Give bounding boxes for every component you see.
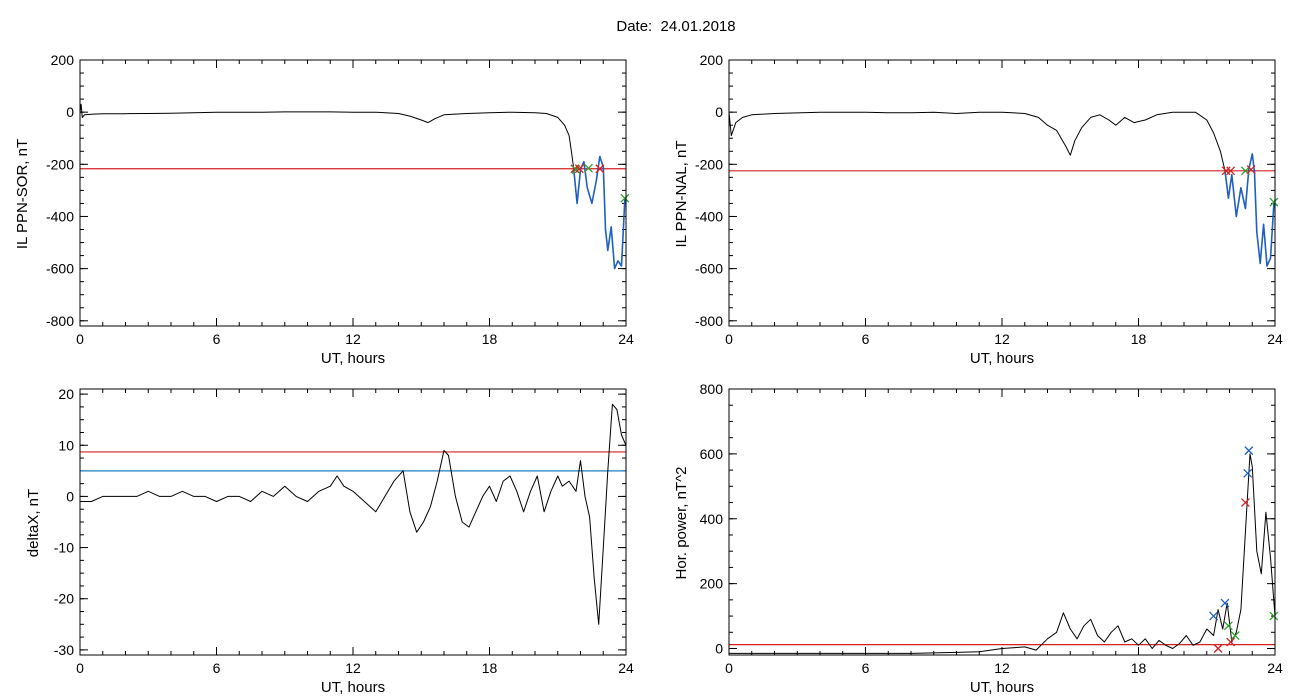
p3-ytick-label: -20: [54, 591, 74, 607]
p1-ytick-label: -400: [46, 208, 74, 224]
p4-plot-frame: [728, 388, 1276, 656]
p2-ytick-label: -600: [695, 261, 723, 277]
p4-xtick-label: 0: [725, 660, 733, 676]
p1-xlabel: UT, hours: [321, 350, 385, 367]
p2-ytick-label: -800: [695, 313, 723, 329]
p1-marker: [595, 164, 605, 174]
p2-series-line-1: [1224, 153, 1276, 267]
p2-marker: [1226, 166, 1236, 176]
p3-series-line-0: [80, 403, 627, 625]
p2-series-line-0: [728, 111, 1226, 171]
p3-ytick-label: -10: [54, 540, 74, 556]
p2-xtick-label: 24: [1267, 331, 1283, 347]
p2-xlabel: UT, hours: [970, 350, 1034, 367]
p4-marker: [1209, 611, 1219, 621]
p2-xtick-label: 12: [994, 331, 1010, 347]
p1-xtick-label: 12: [345, 331, 361, 347]
p4-marker: [1244, 446, 1254, 456]
p4-ytick-label: 600: [700, 446, 724, 462]
p4-marker: [1223, 621, 1233, 631]
p1-xtick-label: 18: [482, 331, 498, 347]
p1-plot-frame: [79, 59, 627, 327]
p3-xtick-label: 6: [213, 660, 221, 676]
p2-marker: [1246, 165, 1256, 174]
p4-xtick-label: 12: [994, 660, 1010, 676]
p3-plot-frame: [79, 388, 627, 656]
p1-series-line-1: [572, 155, 626, 270]
p1-ytick-label: -800: [46, 313, 74, 329]
p2-marker: [1240, 166, 1250, 176]
p2-ytick-label: 0: [715, 104, 723, 120]
p4-xtick-label: 6: [862, 660, 870, 676]
p4-marker: [1213, 644, 1223, 653]
p2-ytick-label: -400: [695, 208, 723, 224]
page-title: Date: 24.01.2018: [616, 18, 736, 35]
p4-xtick-label: 18: [1131, 660, 1147, 676]
p2-ytick-label: -200: [695, 156, 723, 172]
panel-hor-power: Hor. power, nT^2 UT, hours 0 6 12 18 24 0 200 4…: [673, 381, 1283, 696]
p4-xtick-label: 24: [1267, 660, 1283, 676]
p4-ylabel: Hor. power, nT^2: [673, 467, 690, 580]
p1-ytick-label: -200: [46, 156, 74, 172]
p4-marker: [1240, 498, 1250, 507]
panel-deltax: deltaX, nT UT, hours 0 6 12 18 24 -30 -20 -10 0 1…: [25, 386, 634, 696]
p4-marker: [1269, 611, 1279, 621]
panel-il-ppn-sor: IL PPN-SOR, nT UT, hours 0 6 12 18 24 -800 -60…: [14, 52, 634, 367]
p1-ytick-label: -600: [46, 261, 74, 277]
p3-ytick-label: -30: [54, 642, 74, 658]
p3-ylabel: deltaX, nT: [25, 489, 42, 557]
p4-marker: [1230, 631, 1240, 640]
p1-series-line-0: [79, 103, 575, 169]
p3-ytick-label: 0: [66, 488, 74, 504]
p4-ytick-label: 400: [700, 511, 724, 527]
p1-marker: [620, 193, 630, 203]
p2-xtick-label: 18: [1131, 331, 1147, 347]
p2-ylabel: IL PPN-NAL, nT: [673, 141, 690, 248]
p4-xlabel: UT, hours: [970, 679, 1034, 696]
p4-marker: [1226, 637, 1236, 647]
p4-ytick-label: 800: [700, 381, 724, 397]
p4-series-line-0: [729, 453, 1276, 654]
p2-ytick-label: 200: [700, 52, 724, 68]
p1-ytick-label: 200: [51, 52, 75, 68]
p2-xtick-label: 0: [725, 331, 733, 347]
p3-ytick-label: 10: [58, 437, 74, 453]
p2-xtick-label: 6: [862, 331, 870, 347]
p1-marker: [574, 164, 584, 174]
panel-il-ppn-nal: IL PPN-NAL, nT UT, hours 0 6 12 18 24 -800 -60…: [673, 52, 1283, 367]
p1-xtick-label: 24: [618, 331, 634, 347]
p3-xtick-label: 12: [345, 660, 361, 676]
p4-marker: [1243, 468, 1253, 478]
p2-plot-frame: [728, 59, 1276, 327]
p1-ytick-label: 0: [66, 104, 74, 120]
p3-xtick-label: 18: [482, 660, 498, 676]
p3-ytick-label: 20: [58, 386, 74, 402]
p2-marker: [1269, 197, 1279, 207]
p1-ylabel: IL PPN-SOR, nT: [14, 139, 31, 249]
p1-marker: [571, 165, 581, 174]
p3-xtick-label: 24: [618, 660, 634, 676]
p1-xtick-label: 6: [213, 331, 221, 347]
p3-xlabel: UT, hours: [321, 679, 385, 696]
p4-ytick-label: 200: [700, 576, 724, 592]
p4-ytick-label: 0: [715, 641, 723, 657]
p1-marker: [584, 163, 593, 173]
p4-marker: [1220, 598, 1230, 608]
p3-xtick-label: 0: [76, 660, 84, 676]
p1-xtick-label: 0: [76, 331, 84, 347]
